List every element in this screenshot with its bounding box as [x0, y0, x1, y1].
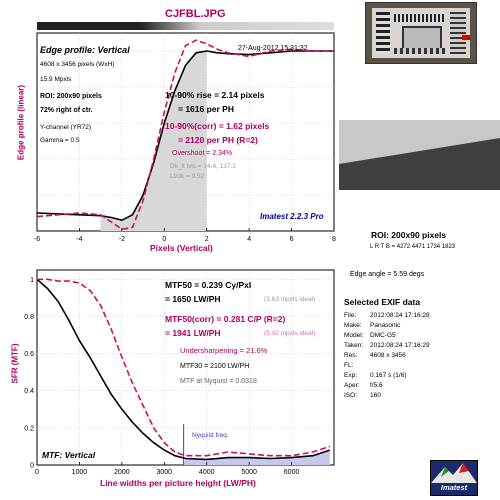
exif-row: Make: Panasonic [344, 322, 494, 332]
nyquist-label: Nyquist freq. [192, 432, 229, 439]
edge-area-fill [100, 51, 207, 231]
mtf50-corr-line-2: = 1941 LW/PH [165, 328, 221, 338]
mtf-x-tick-label: 6000 [284, 469, 300, 476]
exif-key: Model: [344, 332, 364, 339]
mtf-x-tick-label: 1000 [72, 469, 88, 476]
mtf-at-nyquist: MTF at Nyquist = 0.0318 [180, 378, 257, 385]
mtf-y-tick-label: 1 [30, 277, 34, 284]
mtf-y-tick-label: 0.6 [24, 351, 34, 358]
overshoot-text: Overshoot = 2.34% [172, 150, 233, 157]
exif-key: Aper: [344, 382, 360, 389]
edge-x-tick-label: -6 [34, 236, 40, 243]
mtf-panel-title: MTF: Vertical [42, 450, 96, 460]
exif-key: Taken: [344, 342, 364, 349]
mtf-corrected-line [37, 278, 331, 457]
edge-x-tick-label: -4 [76, 236, 82, 243]
exif-row: Model: DMC-G5 [344, 332, 494, 342]
exif-value: 0.167 s (1/6) [370, 372, 407, 379]
edge-x-tick-label: -2 [119, 236, 125, 243]
exif-list: File: 2012:08:24 17:16:28 Make: Panasonic … [344, 312, 494, 402]
mtf50-corr-ideal: (5.02 mpxls ideal) [264, 330, 316, 337]
mtf-measured-line [36, 278, 331, 461]
edge-x-tick-label: 8 [332, 236, 336, 243]
mtf-x-tick-label: 2000 [114, 469, 130, 476]
mtf30-text: MTF30 = 2100 LW/PH [180, 363, 250, 370]
mtf50-line-1: MTF50 = 0.239 Cy/Pxl [165, 280, 252, 290]
mtf-x-tick-label: 3000 [156, 469, 172, 476]
mtf50-corr-line-1: MTF50(corr) = 0.281 C/P (R=2) [165, 314, 286, 324]
lt-dk-text: Lt/dk = 9.52 [170, 173, 205, 180]
mtf50-ideal: (3.63 mpxls ideal) [264, 296, 316, 303]
edge-info-2: 15.9 Mpxls [40, 76, 72, 83]
rise-line-1: 10-90% rise = 2.14 pixels [165, 90, 265, 100]
exif-row: Aper: f/5.6 [344, 382, 494, 392]
mtf-y-tick-label: 0.8 [24, 314, 34, 321]
mtf-y-label: SFR (MTF) [10, 343, 20, 384]
edge-gradient-bar [37, 22, 334, 30]
logo-text: Imatest [440, 483, 468, 492]
dk-lt-text: Dk_lt lvls = 14.4, 137.2 [170, 163, 236, 170]
edge-angle: Edge angle = 5.59 degs [350, 271, 425, 278]
roi-title: ROI: 200x90 pixels [371, 230, 447, 240]
edge-corrected-line [36, 39, 334, 231]
exif-value: DMC-G5 [370, 332, 396, 339]
edge-roi-2: 72% right of ctr. [40, 107, 93, 114]
rise-line-2: = 1616 per PH [178, 104, 234, 114]
exif-value: f/5.6 [370, 382, 383, 389]
edge-panel-date: 27-Aug-2012 15:31:32 [238, 45, 308, 52]
edge-x-ticks: -6 -4 -2 0 2 4 6 8 [34, 228, 336, 243]
undersharpening: Undersharpening = 21.6% [180, 346, 268, 355]
edge-panel-title: Edge profile: Vertical [40, 45, 130, 55]
corr-line-2: = 2120 per PH (R=2) [178, 135, 258, 145]
test-chart-thumbnail [365, 2, 477, 64]
exif-key: Make: [344, 322, 362, 329]
exif-key: Exp: [344, 372, 358, 379]
mtf-nyquist-fill [183, 450, 330, 465]
exif-value: 160 [370, 392, 381, 399]
exif-title: Selected EXIF data [344, 297, 421, 307]
exif-row: Res: 4608 x 3456 [344, 352, 494, 362]
mtf-y-tick-label: 0.4 [24, 388, 34, 395]
mtf-y-tick-label: 0.2 [24, 425, 34, 432]
roi-coords: L R T B = 4272 4471 1734 1823 [370, 244, 456, 250]
exif-key: File: [344, 312, 357, 319]
exif-key: Res: [344, 352, 358, 359]
exif-value: Panasonic [370, 322, 401, 329]
mtf50-line-2: = 1650 LW/PH [165, 294, 221, 304]
roi-crop-image [339, 120, 500, 190]
corr-line-1: 10-90%(corr) = 1.62 pixels [165, 121, 270, 131]
edge-x-tick-label: 4 [247, 236, 251, 243]
exif-value: 4608 x 3456 [370, 352, 406, 359]
exif-key: ISO: [344, 392, 358, 399]
edge-y-label: Edge profile (linear) [16, 84, 26, 161]
edge-roi-1: ROI: 200x90 pixels [40, 93, 102, 100]
exif-row: ISO: 160 [344, 392, 494, 402]
imatest-brand: Imatest 2.2.3 Pro [260, 212, 324, 221]
mtf-x-tick-label: 4000 [199, 469, 215, 476]
mtf-x-label: Line widths per picture height (LW/PH) [100, 478, 256, 488]
exif-row: File: 2012:08:24 17:16:28 [344, 312, 494, 322]
mtf-x-tick-label: 0 [35, 469, 39, 476]
edge-x-label: Pixels (Vertical) [150, 243, 213, 253]
exif-key: FL: [344, 362, 354, 369]
exif-value: 2012:08:24 17:16:29 [370, 342, 430, 349]
mtf-y-tick-label: 0 [30, 463, 34, 470]
exif-row: Taken: 2012:08:24 17:16:29 [344, 342, 494, 352]
exif-value: 2012:08:24 17:16:28 [370, 312, 430, 319]
mtf-x-tick-label: 5000 [241, 469, 257, 476]
imatest-logo: Imatest [430, 460, 478, 496]
exif-row: FL: [344, 362, 494, 372]
edge-gamma: Gamma = 0.5 [40, 137, 80, 144]
mtf-ticks: 0 1000 2000 3000 4000 5000 6000 1 0.8 0.6 0.4 0.2 0 [24, 277, 299, 476]
edge-info-1: 4608 x 3456 pixels (WxH) [40, 61, 115, 68]
file-title: CJFBL.JPG [165, 8, 226, 20]
edge-x-tick-label: 6 [290, 236, 294, 243]
exif-row: Exp: 0.167 s (1/6) [344, 372, 494, 382]
edge-channel: Y-channel (YR72) [40, 124, 92, 131]
mtf-grid [37, 270, 334, 465]
edge-x-tick-label: 2 [205, 236, 209, 243]
mtf-plot-frame [36, 269, 335, 466]
edge-x-tick-label: 0 [162, 236, 166, 243]
